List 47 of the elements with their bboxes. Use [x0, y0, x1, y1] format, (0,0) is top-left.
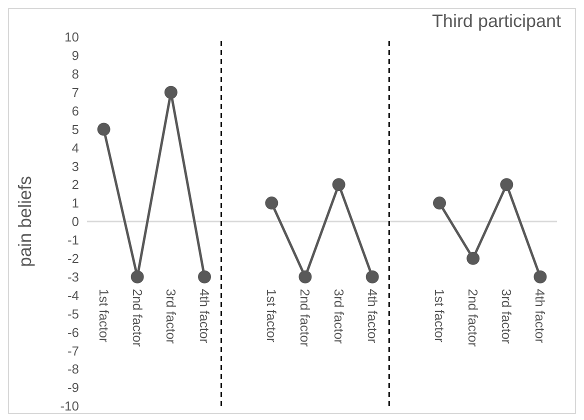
- y-tick-label: -6: [67, 324, 79, 340]
- y-tick-label: 4: [72, 140, 79, 156]
- y-tick-label: -10: [60, 398, 79, 414]
- y-tick-label: 7: [72, 84, 79, 100]
- point: [332, 178, 346, 192]
- x-tick-label: 4th factor: [197, 288, 212, 344]
- y-tick-label: -5: [67, 306, 79, 322]
- point: [198, 270, 211, 284]
- y-tick-label: 0: [72, 214, 79, 230]
- y-tick-label: 1: [72, 196, 79, 211]
- point: [97, 122, 110, 136]
- point: [433, 196, 446, 210]
- y-tick-label: -2: [67, 251, 79, 266]
- point: [298, 270, 312, 284]
- y-tick-label: -1: [67, 232, 79, 248]
- x-tick-label: 3rd factor: [331, 288, 346, 344]
- x-tick-label: 1st factor: [432, 288, 447, 343]
- x-tick-label: 1st factor: [264, 288, 280, 343]
- y-tick-label: 6: [72, 103, 79, 118]
- y-tick-label: -7: [67, 343, 79, 358]
- y-tick-label: 3: [72, 158, 79, 174]
- point: [534, 270, 547, 284]
- y-tick-label: -8: [67, 362, 79, 377]
- y-tick-label: 10: [64, 30, 79, 45]
- x-tick-label: 2nd factor: [130, 288, 145, 348]
- x-tick-label: 2nd factor: [466, 288, 481, 348]
- x-tick-label: 3rd factor: [163, 288, 178, 344]
- y-tick-label: 2: [72, 177, 79, 192]
- y-tick-label: 9: [72, 48, 79, 64]
- y-tick-label: 8: [72, 66, 79, 82]
- y-tick-label: -4: [67, 288, 79, 303]
- x-tick-label: 1st factor: [96, 288, 112, 343]
- x-tick-label: 2nd factor: [298, 288, 313, 348]
- point: [164, 86, 178, 99]
- y-tick-label: -3: [67, 269, 79, 284]
- y-tick-label: -9: [67, 380, 79, 396]
- y-tick-label: 5: [72, 122, 79, 137]
- point: [500, 178, 514, 192]
- point: [130, 270, 144, 284]
- chart-title: Third participant: [432, 11, 561, 32]
- x-tick-label: 4th factor: [364, 288, 380, 344]
- point: [366, 270, 379, 284]
- y-axis-title: pain beliefs: [16, 176, 36, 268]
- x-tick-label: 3rd factor: [499, 288, 514, 344]
- x-tick-label: 4th factor: [532, 288, 548, 344]
- point: [466, 252, 480, 265]
- point: [265, 196, 278, 210]
